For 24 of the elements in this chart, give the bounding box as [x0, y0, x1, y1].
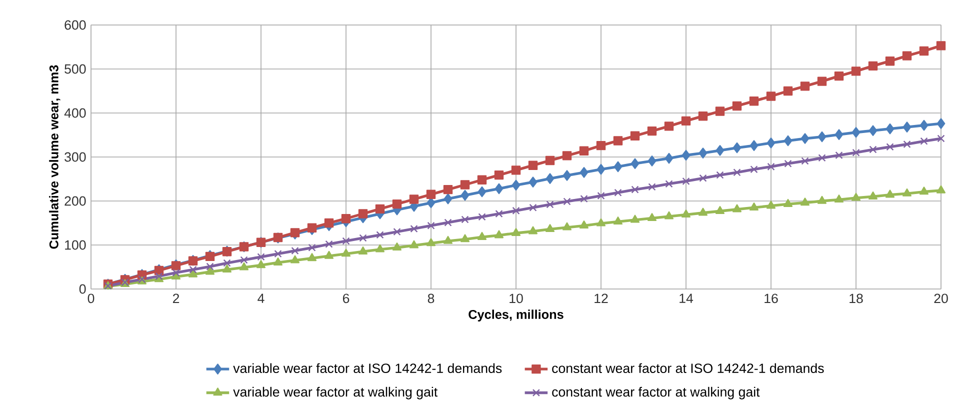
y-tick-label: 400 — [64, 108, 86, 118]
x-tick-label: 18 — [850, 294, 863, 304]
x-tick-label: 12 — [594, 294, 608, 304]
y-tick-label: 600 — [64, 20, 86, 30]
legend-label: variable wear factor at ISO 14242-1 demands — [233, 363, 502, 374]
y-tick-label: 0 — [79, 284, 86, 294]
y-tick-label: 100 — [65, 240, 86, 250]
x-tick-label: 8 — [428, 294, 434, 304]
y-axis-title: Cumulative volume wear, mm3 — [49, 65, 60, 249]
y-tick-label: 300 — [64, 152, 86, 162]
x-tick-label: 4 — [258, 294, 264, 303]
x-tick-label: 14 — [680, 294, 694, 303]
x-tick-label: 6 — [342, 294, 350, 304]
y-tick-label: 500 — [64, 64, 86, 74]
x-tick-label: 0 — [88, 294, 94, 304]
x-tick-label: 2 — [172, 294, 180, 304]
x-tick-label: 10 — [510, 294, 523, 304]
legend-label: constant wear factor at ISO 14242-1 demands — [552, 363, 824, 374]
x-tick-label: 20 — [934, 294, 948, 304]
x-tick-label: 16 — [764, 294, 778, 304]
x-axis-title: Cycles, millions — [468, 310, 564, 322]
y-tick-label: 200 — [64, 196, 86, 206]
legend-label: variable wear factor at walking gait — [233, 386, 438, 400]
legend-label: constant wear factor at walking gait — [552, 386, 760, 400]
